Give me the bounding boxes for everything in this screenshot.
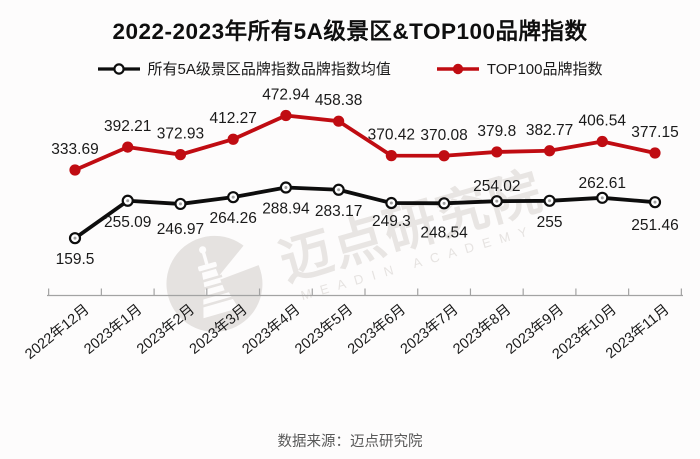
- x-axis-label: 2023年2月: [133, 301, 198, 358]
- legend: 所有5A级景区品牌指数品牌指数均值 TOP100品牌指数: [0, 58, 700, 79]
- legend-item-top100: TOP100品牌指数: [436, 58, 603, 79]
- data-label: 370.08: [420, 127, 467, 144]
- x-axis-label: 2023年8月: [450, 301, 515, 358]
- data-label: 159.5: [56, 251, 95, 268]
- data-point-marker: [543, 145, 556, 157]
- filled-circle-marker-icon: [436, 63, 479, 74]
- data-point-center-dot: [495, 199, 499, 203]
- data-label: 262.61: [579, 175, 626, 192]
- data-label: 458.38: [315, 92, 362, 109]
- x-axis-label: 2023年6月: [344, 301, 409, 358]
- data-point-marker: [385, 150, 397, 162]
- data-point-marker: [280, 109, 292, 122]
- data-label: 406.54: [579, 112, 627, 129]
- data-label: 246.97: [157, 221, 204, 238]
- x-axis-label: 2022年12月: [22, 301, 93, 363]
- data-label: 392.21: [104, 118, 151, 135]
- data-point-center-dot: [389, 201, 393, 205]
- data-label: 412.27: [209, 110, 256, 127]
- data-point-center-dot: [600, 196, 604, 200]
- data-label: 251.46: [631, 217, 678, 234]
- data-label: 249.3: [372, 213, 411, 230]
- data-label: 379.8: [477, 123, 516, 140]
- open-circle-marker-icon: [97, 62, 140, 75]
- data-point-marker: [491, 146, 503, 158]
- data-point-marker: [333, 115, 345, 127]
- legend-label-5a-avg: 所有5A级景区品牌指数品牌指数均值: [147, 61, 391, 78]
- x-axis-label: 2023年1月: [81, 301, 146, 358]
- x-axis-label: 2023年7月: [397, 301, 462, 358]
- data-label: 248.54: [420, 224, 468, 241]
- x-axis-label: 2023年4月: [239, 301, 304, 358]
- data-point-marker: [174, 149, 187, 161]
- data-point-center-dot: [231, 195, 235, 199]
- data-point-center-dot: [73, 236, 77, 240]
- series-line: [73, 113, 657, 172]
- data-label: 283.17: [315, 203, 362, 220]
- data-point-marker: [596, 135, 608, 148]
- data-label: 264.26: [209, 210, 256, 227]
- data-point-marker: [122, 141, 134, 153]
- data-label: 382.77: [526, 122, 573, 139]
- data-point-center-dot: [653, 200, 657, 204]
- data-point-center-dot: [284, 186, 288, 190]
- data-label: 370.42: [368, 127, 415, 144]
- data-point-marker: [69, 164, 81, 176]
- data-point-center-dot: [178, 202, 182, 206]
- data-label: 255.09: [104, 214, 151, 231]
- data-label: 255: [537, 214, 563, 231]
- data-point-center-dot: [548, 199, 552, 203]
- data-label: 377.15: [631, 124, 678, 141]
- x-axis-label: 2023年3月: [186, 301, 251, 358]
- page-title: 2022-2023年所有5A级景区&TOP100品牌指数: [112, 19, 588, 44]
- data-label: 472.94: [262, 86, 310, 103]
- series-line: [73, 185, 657, 241]
- data-point-marker: [438, 150, 450, 162]
- data-point-center-dot: [337, 188, 341, 192]
- data-label: 333.69: [51, 141, 98, 158]
- data-point-center-dot: [442, 201, 446, 205]
- legend-item-5a-avg: 所有5A级景区品牌指数品牌指数均值: [97, 58, 391, 79]
- data-point-center-dot: [126, 199, 130, 203]
- data-label: 372.93: [157, 126, 204, 143]
- data-label: 288.94: [262, 201, 310, 218]
- data-point-marker: [227, 133, 239, 145]
- data-point-marker: [649, 147, 661, 159]
- x-axis-label: 2023年5月: [292, 301, 357, 358]
- data-label: 254.02: [473, 178, 520, 195]
- data-source: 数据来源：迈点研究院: [277, 434, 423, 450]
- legend-label-top100: TOP100品牌指数: [486, 61, 603, 78]
